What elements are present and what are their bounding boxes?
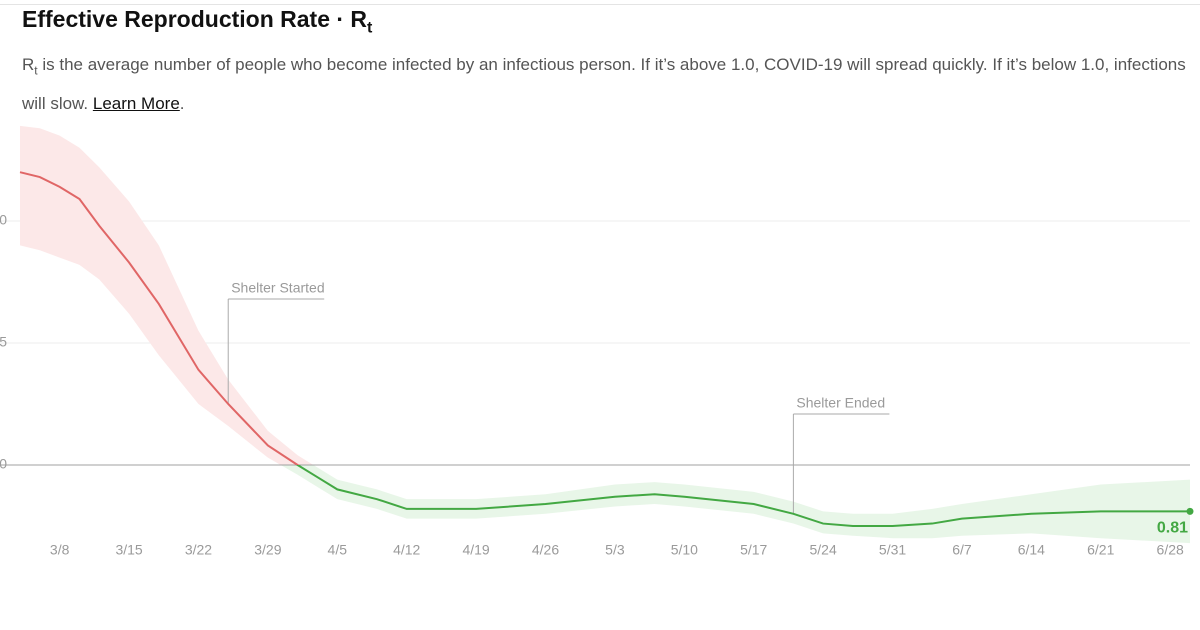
y-tick-label: 1.5 xyxy=(0,334,7,350)
title-text: Effective Reproduction Rate · R xyxy=(22,6,368,32)
divider xyxy=(0,4,1200,5)
description-text: is the average number of people who beco… xyxy=(22,55,1186,114)
x-tick-label: 3/22 xyxy=(185,542,212,558)
x-tick-label: 4/5 xyxy=(328,542,348,558)
confidence-band xyxy=(20,125,1190,544)
x-tick-label: 3/8 xyxy=(50,542,70,558)
annotation-label: Shelter Ended xyxy=(796,395,885,411)
x-tick-label: 5/17 xyxy=(740,542,767,558)
rt-line xyxy=(19,171,1190,527)
chart-title: Effective Reproduction Rate · Rt xyxy=(22,6,372,38)
last-value-label: 0.81 xyxy=(1157,520,1188,537)
x-tick-label: 5/3 xyxy=(605,542,625,558)
x-tick-label: 4/26 xyxy=(532,542,559,558)
x-tick-label: 4/12 xyxy=(393,542,420,558)
x-tick-label: 5/10 xyxy=(671,542,698,558)
x-tick-label: 5/31 xyxy=(879,542,906,558)
x-tick-label: 3/15 xyxy=(115,542,142,558)
last-point xyxy=(1186,507,1194,515)
x-tick-label: 6/14 xyxy=(1018,542,1045,558)
x-tick-label: 6/7 xyxy=(952,542,972,558)
title-subscript: t xyxy=(367,19,373,37)
learn-more-link[interactable]: Learn More xyxy=(92,94,180,114)
x-tick-label: 5/24 xyxy=(810,542,837,558)
symbol-subscript: t xyxy=(34,63,38,78)
y-tick-label: 1.0 xyxy=(0,456,7,472)
x-tick-label: 6/21 xyxy=(1087,542,1114,558)
x-tick-label: 3/29 xyxy=(254,542,281,558)
x-tick-label: 4/19 xyxy=(462,542,489,558)
symbol: R xyxy=(22,55,35,74)
y-tick-label: 2.0 xyxy=(0,212,7,228)
annotation-label: Shelter Started xyxy=(231,280,324,296)
x-tick-label: 6/28 xyxy=(1157,542,1184,558)
description: Rt is the average number of people who b… xyxy=(22,48,1187,120)
description-end: . xyxy=(179,94,185,114)
